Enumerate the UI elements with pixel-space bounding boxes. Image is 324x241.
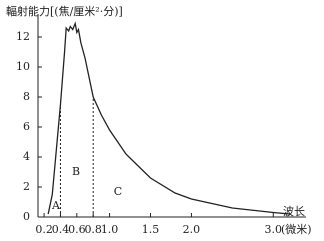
y-tick-label: 10 xyxy=(16,60,30,73)
region-label: B xyxy=(72,165,80,178)
x-tick-label: 3.0 xyxy=(265,223,283,236)
x-axis-label: 波长 xyxy=(283,205,305,218)
x-tick-label: 0.4 xyxy=(52,223,70,236)
x-axis-unit: (微米) xyxy=(281,222,312,236)
y-tick-label: 4 xyxy=(23,150,30,163)
y-tick-label: 6 xyxy=(23,120,30,133)
x-tick-label: 1.0 xyxy=(101,223,119,236)
x-tick-label: 0.6 xyxy=(68,223,86,236)
x-tick-label: 1.5 xyxy=(142,223,160,236)
y-axis-label: 輻射能力[(焦/厘米²·分)] xyxy=(6,4,123,18)
x-tick-label: 0.2 xyxy=(35,223,53,236)
x-tick-label: 2.0 xyxy=(183,223,201,236)
region-label: C xyxy=(114,185,122,198)
y-tick-label: 12 xyxy=(16,30,30,43)
y-tick-label: 2 xyxy=(23,180,30,193)
region-label: A xyxy=(51,199,61,212)
curve xyxy=(47,21,290,215)
x-tick-label: 0.8 xyxy=(84,223,102,236)
y-tick-label: 8 xyxy=(23,90,30,103)
y-tick-label: 0 xyxy=(23,210,30,223)
